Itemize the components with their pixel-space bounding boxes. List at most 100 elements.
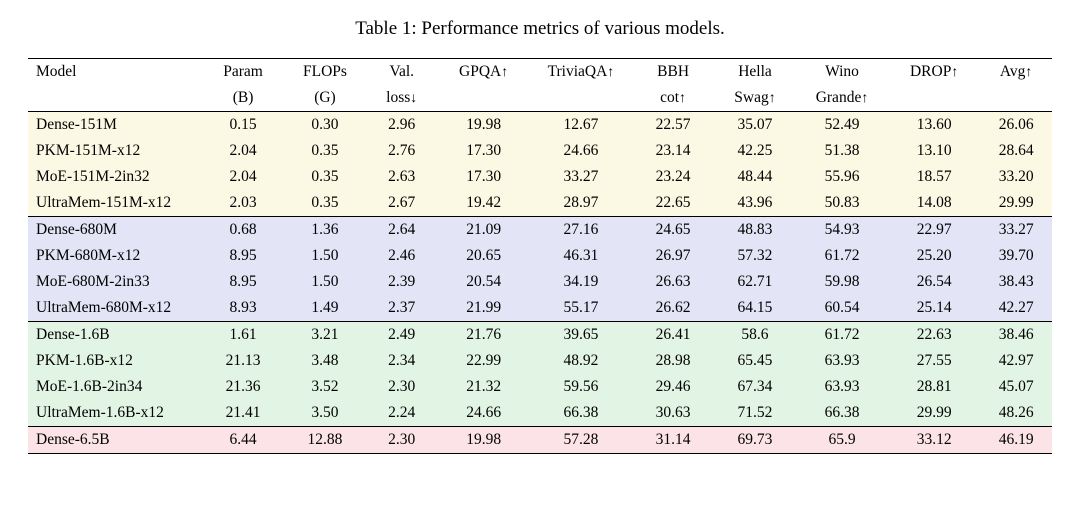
table-row: MoE-151M-2in322.040.352.6317.3033.2723.2… xyxy=(28,164,1052,190)
table-header: ModelParamFLOPsVal.GPQA↑TriviaQA↑BBHHell… xyxy=(28,59,1052,112)
col-val-header1: Val. xyxy=(366,59,438,86)
cell-tqa: 12.67 xyxy=(530,112,632,139)
col-flops-header2: (G) xyxy=(284,85,366,112)
cell-tqa: 57.28 xyxy=(530,427,632,454)
cell-bbh: 22.57 xyxy=(632,112,714,139)
cell-val: 2.76 xyxy=(366,138,438,164)
cell-gpqa: 21.32 xyxy=(438,374,530,400)
cell-tqa: 46.31 xyxy=(530,243,632,269)
cell-wino: 60.54 xyxy=(796,295,888,322)
cell-gpqa: 21.09 xyxy=(438,217,530,244)
table-row: PKM-680M-x128.951.502.4620.6546.3126.975… xyxy=(28,243,1052,269)
cell-val: 2.49 xyxy=(366,322,438,349)
cell-val: 2.34 xyxy=(366,348,438,374)
table-row: MoE-680M-2in338.951.502.3920.5434.1926.6… xyxy=(28,269,1052,295)
cell-gpqa: 20.65 xyxy=(438,243,530,269)
cell-param: 0.68 xyxy=(202,217,284,244)
cell-gpqa: 22.99 xyxy=(438,348,530,374)
cell-avg: 38.46 xyxy=(980,322,1052,349)
cell-wino: 61.72 xyxy=(796,243,888,269)
cell-model: Dense-680M xyxy=(28,217,202,244)
cell-param: 21.36 xyxy=(202,374,284,400)
cell-bbh: 29.46 xyxy=(632,374,714,400)
cell-avg: 28.64 xyxy=(980,138,1052,164)
cell-val: 2.63 xyxy=(366,164,438,190)
table-row: PKM-1.6B-x1221.133.482.3422.9948.9228.98… xyxy=(28,348,1052,374)
col-val-header2: loss↓ xyxy=(366,85,438,112)
cell-bbh: 26.41 xyxy=(632,322,714,349)
cell-val: 2.96 xyxy=(366,112,438,139)
cell-gpqa: 17.30 xyxy=(438,138,530,164)
cell-model: UltraMem-151M-x12 xyxy=(28,190,202,217)
cell-drop: 29.99 xyxy=(888,400,980,427)
col-model-header2 xyxy=(28,85,202,112)
table-row: PKM-151M-x122.040.352.7617.3024.6623.144… xyxy=(28,138,1052,164)
cell-bbh: 22.65 xyxy=(632,190,714,217)
cell-val: 2.46 xyxy=(366,243,438,269)
cell-drop: 25.20 xyxy=(888,243,980,269)
cell-hella: 64.15 xyxy=(714,295,796,322)
table-row: UltraMem-680M-x128.931.492.3721.9955.172… xyxy=(28,295,1052,322)
cell-gpqa: 21.76 xyxy=(438,322,530,349)
cell-avg: 33.27 xyxy=(980,217,1052,244)
cell-avg: 29.99 xyxy=(980,190,1052,217)
cell-wino: 55.96 xyxy=(796,164,888,190)
table-row: UltraMem-1.6B-x1221.413.502.2424.6666.38… xyxy=(28,400,1052,427)
col-gpqa-header2 xyxy=(438,85,530,112)
cell-drop: 22.63 xyxy=(888,322,980,349)
cell-hella: 57.32 xyxy=(714,243,796,269)
table-row: Dense-6.5B6.4412.882.3019.9857.2831.1469… xyxy=(28,427,1052,454)
cell-param: 2.04 xyxy=(202,138,284,164)
cell-val: 2.37 xyxy=(366,295,438,322)
cell-hella: 62.71 xyxy=(714,269,796,295)
cell-hella: 69.73 xyxy=(714,427,796,454)
col-avg-header2 xyxy=(980,85,1052,112)
cell-flops: 3.52 xyxy=(284,374,366,400)
cell-model: UltraMem-1.6B-x12 xyxy=(28,400,202,427)
cell-param: 21.41 xyxy=(202,400,284,427)
cell-val: 2.30 xyxy=(366,374,438,400)
cell-val: 2.67 xyxy=(366,190,438,217)
cell-avg: 33.20 xyxy=(980,164,1052,190)
col-bbh-header2: cot↑ xyxy=(632,85,714,112)
cell-flops: 1.36 xyxy=(284,217,366,244)
col-wino-header1: Wino xyxy=(796,59,888,86)
cell-param: 1.61 xyxy=(202,322,284,349)
table-row: Dense-680M0.681.362.6421.0927.1624.6548.… xyxy=(28,217,1052,244)
cell-model: Dense-151M xyxy=(28,112,202,139)
cell-avg: 45.07 xyxy=(980,374,1052,400)
cell-wino: 50.83 xyxy=(796,190,888,217)
cell-gpqa: 19.98 xyxy=(438,112,530,139)
col-drop-header1: DROP↑ xyxy=(888,59,980,86)
cell-drop: 26.54 xyxy=(888,269,980,295)
col-param-header1: Param xyxy=(202,59,284,86)
cell-tqa: 66.38 xyxy=(530,400,632,427)
cell-param: 0.15 xyxy=(202,112,284,139)
cell-model: MoE-151M-2in32 xyxy=(28,164,202,190)
cell-flops: 3.21 xyxy=(284,322,366,349)
cell-avg: 48.26 xyxy=(980,400,1052,427)
cell-drop: 27.55 xyxy=(888,348,980,374)
table-row: MoE-1.6B-2in3421.363.522.3021.3259.5629.… xyxy=(28,374,1052,400)
cell-model: Dense-1.6B xyxy=(28,322,202,349)
cell-model: PKM-680M-x12 xyxy=(28,243,202,269)
col-tqa-header1: TriviaQA↑ xyxy=(530,59,632,86)
cell-wino: 63.93 xyxy=(796,348,888,374)
cell-flops: 3.50 xyxy=(284,400,366,427)
cell-hella: 58.6 xyxy=(714,322,796,349)
cell-wino: 61.72 xyxy=(796,322,888,349)
table-body: Dense-151M0.150.302.9619.9812.6722.5735.… xyxy=(28,112,1052,454)
cell-drop: 25.14 xyxy=(888,295,980,322)
cell-param: 21.13 xyxy=(202,348,284,374)
col-model-header1: Model xyxy=(28,59,202,86)
col-hella-header2: Swag↑ xyxy=(714,85,796,112)
cell-bbh: 23.14 xyxy=(632,138,714,164)
cell-flops: 1.50 xyxy=(284,243,366,269)
table-caption: Table 1: Performance metrics of various … xyxy=(28,18,1052,40)
cell-bbh: 26.63 xyxy=(632,269,714,295)
table-row: Dense-1.6B1.613.212.4921.7639.6526.4158.… xyxy=(28,322,1052,349)
col-param-header2: (B) xyxy=(202,85,284,112)
cell-flops: 0.35 xyxy=(284,190,366,217)
cell-hella: 71.52 xyxy=(714,400,796,427)
cell-drop: 18.57 xyxy=(888,164,980,190)
